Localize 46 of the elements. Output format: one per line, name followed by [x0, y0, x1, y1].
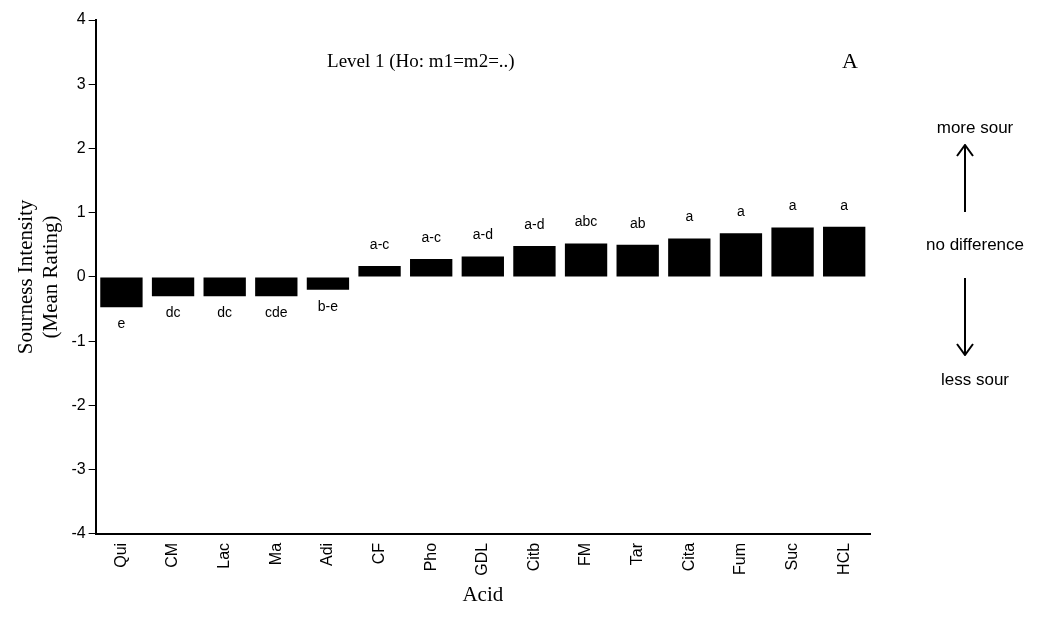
data-label: cde — [265, 304, 288, 321]
text: Level 1 (Ho: m1=m2=..) — [327, 49, 515, 72]
x-tick-label: FM — [576, 542, 594, 567]
x-tick-label: Ma — [266, 542, 284, 566]
y-tick-label: -1 — [71, 331, 86, 349]
text: no difference — [926, 235, 1024, 255]
data-label: dc — [217, 304, 233, 321]
x-axis-title: Acid — [462, 581, 504, 606]
y-tick-label: 0 — [76, 267, 86, 285]
data-label: abc — [574, 213, 598, 230]
x-tick-label: Cita — [679, 542, 697, 572]
x-tick-label: Citb — [524, 542, 542, 572]
y-tick-label: -2 — [71, 395, 86, 413]
y-tick-label: -3 — [71, 460, 86, 478]
data-label: a — [685, 208, 694, 225]
x-tick-label: Tar — [628, 542, 646, 566]
x-tick-label: Adi — [318, 542, 336, 567]
y-tick-label: 1 — [76, 203, 86, 221]
y-tick-label: -4 — [71, 524, 86, 542]
y-tick-label: 2 — [76, 138, 86, 156]
x-tick-label: Pho — [421, 542, 439, 572]
data-label: b-e — [317, 297, 339, 314]
data-label: ab — [629, 214, 646, 231]
data-label: a — [788, 197, 797, 214]
x-tick-label: Suc — [782, 542, 800, 571]
text: more sour — [936, 118, 1014, 138]
y-tick-label: 3 — [76, 74, 86, 92]
data-label: e — [117, 315, 126, 331]
x-tick-label: CM — [163, 542, 181, 568]
data-label: a — [737, 203, 746, 220]
data-label: a-d — [472, 226, 493, 243]
data-label: a-c — [369, 235, 390, 252]
x-tick-label: Qui — [111, 542, 129, 568]
y-axis-title: Sourness Intensity (Mean Rating) — [13, 199, 63, 355]
x-tick-label: HCL — [834, 542, 852, 575]
data-label: a — [840, 196, 849, 213]
y-tick-label: 4 — [76, 10, 86, 28]
data-label: dc — [165, 304, 181, 321]
text: less sour — [940, 370, 1010, 390]
x-tick-label: Lac — [215, 542, 233, 569]
x-tick-label: Fum — [731, 542, 749, 575]
x-tick-label: GDL — [473, 542, 491, 576]
data-label: a-d — [524, 215, 545, 232]
data-label: a-c — [421, 228, 441, 245]
x-tick-label: CF — [369, 542, 387, 565]
annotation: A — [842, 47, 859, 73]
